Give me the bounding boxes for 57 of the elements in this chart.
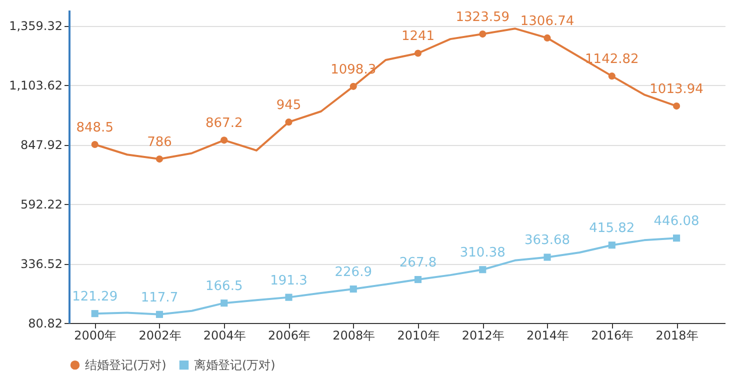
point [285, 294, 292, 301]
point [156, 310, 164, 318]
x-tick-label: 2008年 [332, 328, 376, 342]
data-label: 191.3 [270, 273, 308, 288]
data-label: 166.5 [206, 279, 243, 294]
data-label: 446.08 [654, 214, 700, 230]
x-tick-label: 2010年 [397, 328, 440, 342]
point [544, 254, 551, 261]
point [479, 266, 486, 274]
y-tick-label: 592.22 [20, 198, 62, 212]
data-label: 848.5 [76, 120, 114, 136]
data-label: 226.9 [334, 265, 372, 280]
data-label: 786 [147, 135, 172, 150]
data-label: 1323.59 [456, 10, 510, 26]
point [220, 300, 228, 307]
data-label: 267.8 [399, 256, 437, 271]
data-label: 867.2 [206, 116, 243, 132]
x-tick-label: 2016年 [591, 328, 634, 342]
legend-label: 结婚登记(万对) [85, 358, 166, 372]
x-tick-label: 2006年 [268, 328, 311, 342]
data-label: 415.82 [589, 221, 635, 236]
point [350, 286, 357, 293]
y-tick-label: 1,359.32 [9, 19, 62, 34]
y-tick-label: 80.82 [28, 316, 62, 330]
data-label: 1013.94 [650, 82, 704, 98]
data-label: 945 [276, 98, 302, 114]
point [220, 136, 228, 144]
point [479, 30, 486, 38]
point [91, 140, 98, 148]
point [414, 50, 422, 57]
legend-label: 离婚登记(万对) [194, 358, 276, 372]
x-tick-label: 2002年 [138, 328, 182, 342]
point [350, 82, 357, 90]
y-tick-label: 1,103.62 [9, 78, 62, 93]
point [608, 242, 616, 249]
x-tick-label: 2000年 [74, 328, 117, 342]
point [672, 234, 680, 242]
point [285, 118, 292, 126]
data-label: 1306.74 [520, 14, 574, 29]
point [156, 156, 164, 163]
data-label: 117.7 [140, 290, 178, 306]
x-tick-label: 2012年 [462, 328, 504, 342]
point [672, 102, 680, 110]
point [608, 72, 616, 80]
data-label: 1142.82 [585, 52, 639, 68]
x-tick-label: 2014年 [526, 328, 570, 342]
y-tick-label: 847.92 [20, 138, 62, 152]
data-label: 121.29 [72, 290, 118, 305]
point [414, 276, 422, 284]
x-tick-label: 2004年 [203, 328, 246, 342]
point [544, 34, 551, 42]
data-label: 363.68 [524, 233, 570, 248]
point [91, 310, 98, 318]
x-tick-label: 2018年 [656, 328, 698, 342]
data-label: 1241 [401, 29, 435, 44]
data-label: 310.38 [460, 246, 506, 261]
y-tick-label: 336.52 [20, 257, 62, 272]
